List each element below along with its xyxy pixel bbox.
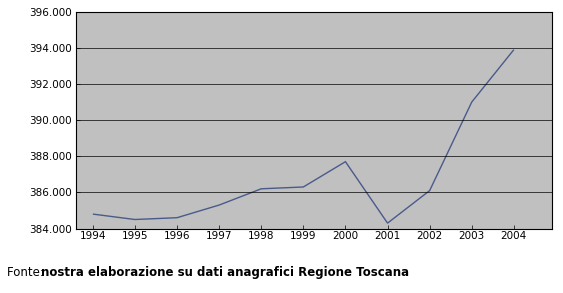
Text: nostra elaborazione su dati anagrafici Regione Toscana: nostra elaborazione su dati anagrafici R… xyxy=(41,266,409,279)
Text: Fonte:: Fonte: xyxy=(7,266,47,279)
